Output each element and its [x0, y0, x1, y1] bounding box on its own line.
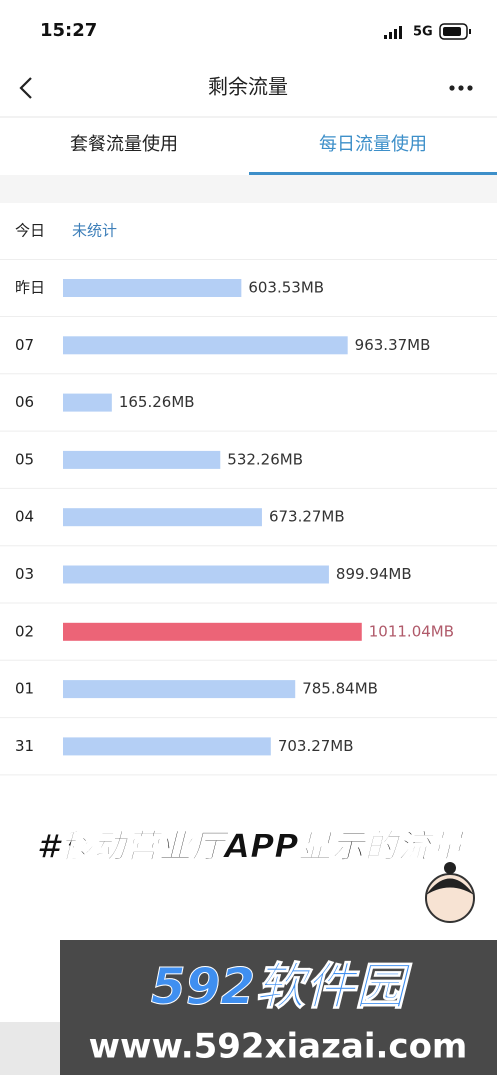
row-label: 04: [15, 508, 34, 526]
watermark-brand: 592软件园: [151, 958, 412, 1016]
more-button[interactable]: [449, 85, 473, 91]
tab[interactable]: 套餐流量使用: [70, 134, 178, 155]
value-label: 165.26MB: [119, 393, 195, 411]
value-label: 785.84MB: [302, 680, 378, 698]
usage-bar: [63, 680, 296, 699]
row-label: 03: [15, 565, 34, 583]
watermark-bg: [60, 940, 497, 1075]
row-label: 今日: [15, 222, 45, 240]
usage-bar: [63, 336, 348, 355]
bottom-bar: [0, 1022, 60, 1075]
usage-bar: [63, 279, 242, 297]
row-label: 05: [15, 450, 34, 468]
usage-bar: [63, 450, 221, 469]
battery-icon: [439, 23, 471, 40]
gap: [0, 175, 497, 203]
status-network: 5G: [413, 25, 433, 40]
value-label: 963.37MB: [355, 336, 431, 354]
tab-indicator: [249, 172, 497, 175]
usage-bar: [63, 508, 262, 527]
value-label: 899.94MB: [336, 565, 412, 583]
nav-title: 剩余流量: [208, 75, 288, 99]
status-time: 15:27: [40, 20, 97, 41]
value-label: 603.53MB: [248, 279, 324, 297]
value-label: 1011.04MB: [369, 622, 454, 640]
tab[interactable]: 每日流量使用: [319, 134, 427, 155]
value-label: 673.27MB: [269, 508, 345, 526]
row-label: 02: [15, 622, 34, 640]
usage-bar: [63, 565, 329, 584]
row-label: 昨日: [15, 279, 45, 297]
value-label: 703.27MB: [278, 737, 354, 755]
caption: #移动营业厅APP显示的流量: [37, 827, 468, 866]
signal-icon: [384, 26, 402, 39]
value-label: 532.26MB: [227, 450, 303, 468]
back-button[interactable]: [19, 77, 32, 99]
watermark-url: www.592xiazai.com: [89, 1027, 468, 1067]
usage-bar: [63, 622, 362, 641]
row-label: 01: [15, 680, 34, 698]
mascot-icon: [425, 862, 475, 923]
usage-bar: [63, 393, 112, 412]
row-label: 31: [15, 737, 34, 755]
row-label: 07: [15, 336, 34, 354]
usage-bar: [63, 737, 271, 756]
row-label: 06: [15, 393, 34, 411]
row-status: 未统计: [72, 222, 117, 240]
